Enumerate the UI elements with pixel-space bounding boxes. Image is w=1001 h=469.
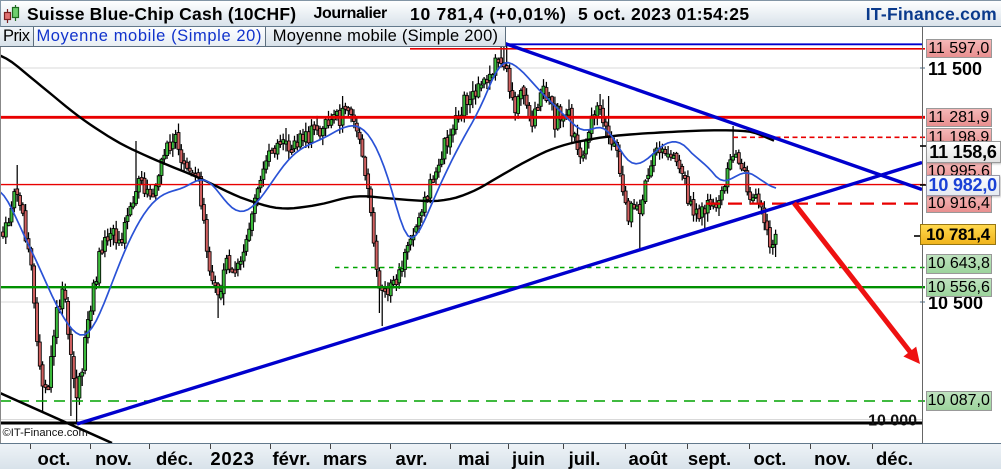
- svg-text:©IT-Finance.com: ©IT-Finance.com: [3, 427, 88, 439]
- svg-text:10 000: 10 000: [868, 413, 917, 430]
